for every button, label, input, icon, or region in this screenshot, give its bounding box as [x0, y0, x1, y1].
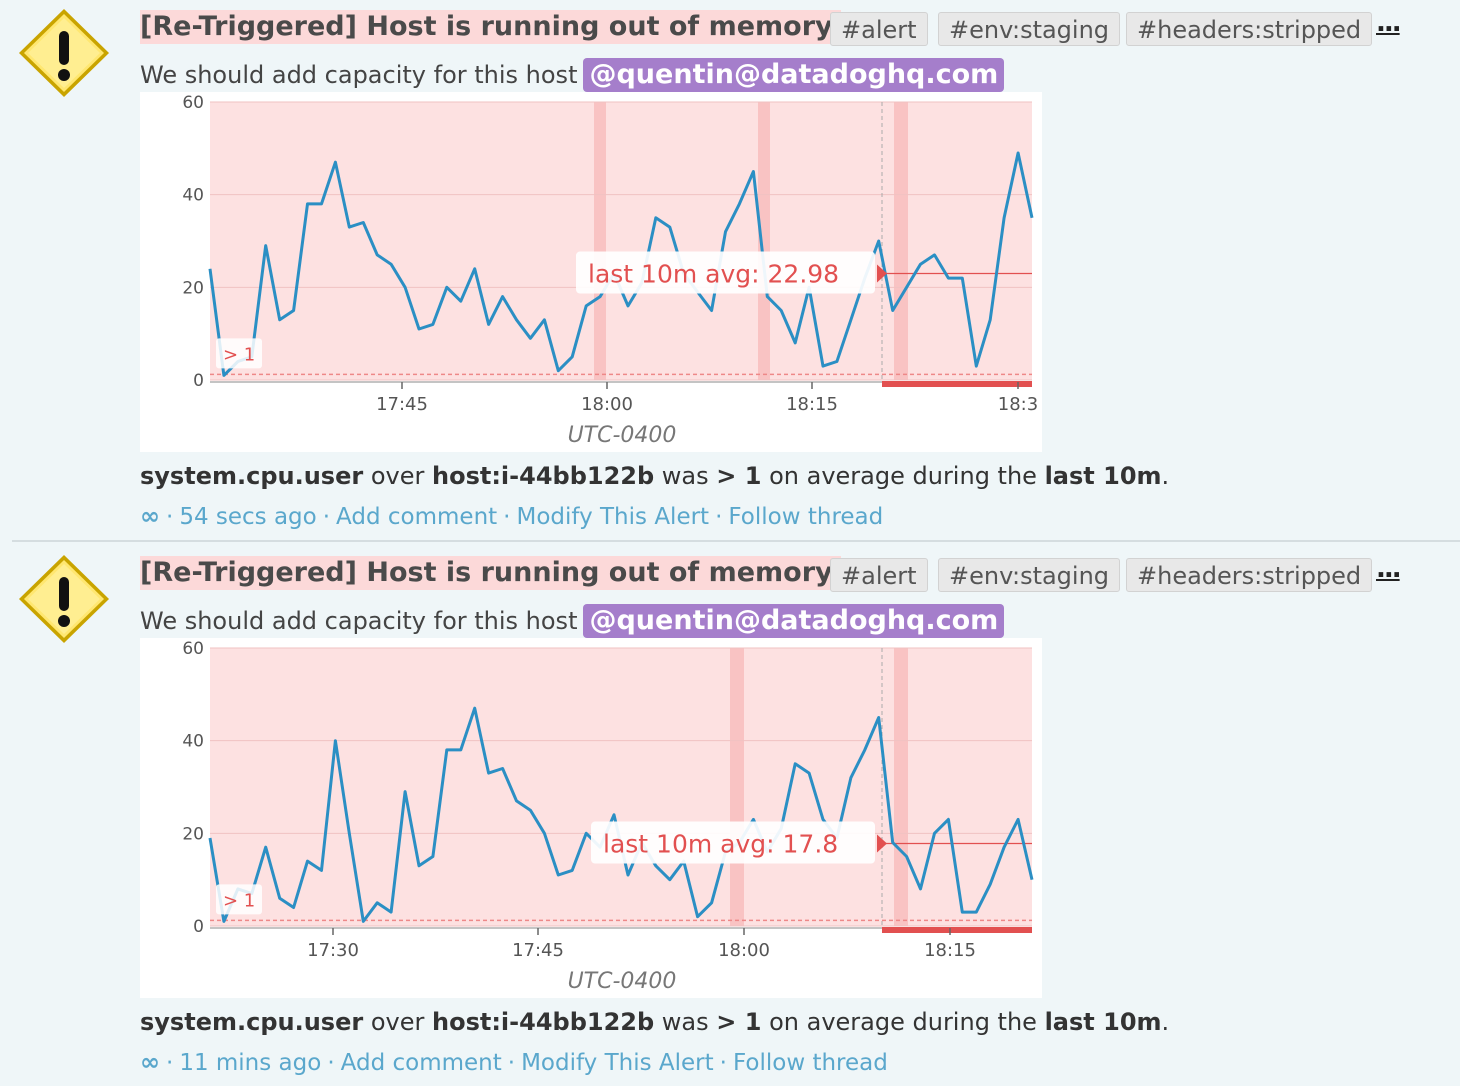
modify-alert-link[interactable]: Modify This Alert [516, 504, 710, 530]
more-menu-button[interactable]: ... [1376, 554, 1402, 584]
event-item: [Re-Triggered] Host is running out of me… [0, 0, 1460, 540]
metric-name: system.cpu.user [140, 1008, 364, 1036]
modify-alert-link[interactable]: Modify This Alert [521, 1050, 714, 1076]
user-mention[interactable]: @quentin@datadoghq.com [583, 58, 1005, 92]
tag-alert[interactable]: #alert [830, 12, 928, 46]
add-comment-link[interactable]: Add comment [336, 504, 498, 530]
svg-text:> 1: > 1 [223, 890, 255, 911]
threshold-label: > 1 [216, 338, 262, 369]
y-tick-label: 40 [182, 186, 204, 206]
x-tick-label: 17:45 [376, 394, 428, 415]
metric-name: system.cpu.user [140, 462, 364, 490]
event-band [758, 102, 770, 380]
infinity-icon[interactable]: ∞ [140, 502, 160, 530]
x-tick-label: 18:3 [998, 394, 1038, 415]
time-link[interactable]: 11 mins ago [179, 1050, 322, 1076]
alert-summary: system.cpu.user over host:i-44bb122b was… [140, 1008, 1169, 1036]
tag-alert[interactable]: #alert [830, 558, 928, 592]
comparator: > 1 [716, 1008, 762, 1036]
event-title[interactable]: [Re-Triggered] Host is running out of me… [140, 10, 841, 44]
y-tick-label: 60 [182, 639, 204, 659]
event-message: We should add capacity for this host @que… [140, 604, 1005, 638]
svg-text:last 10m avg: 17.8: last 10m avg: 17.8 [603, 830, 838, 859]
tag-headers[interactable]: #headers:stripped [1126, 12, 1373, 46]
user-mention[interactable]: @quentin@datadoghq.com [583, 604, 1005, 638]
summary-during: on average during the [769, 1008, 1037, 1036]
y-tick-label: 20 [182, 824, 204, 844]
follow-thread-link[interactable]: Follow thread [728, 504, 884, 530]
avg-label: last 10m avg: 17.8 [591, 821, 887, 864]
chart-svg: 0 20 40 60 17:30 17:45 18:00 18:15 UTC-0400 > 1 la… [182, 639, 1034, 994]
x-tick-label: 17:30 [307, 940, 359, 961]
tag-env[interactable]: #env:staging [938, 12, 1121, 46]
avg-label: last 10m avg: 22.98 [576, 251, 887, 294]
summary-was: was [661, 462, 709, 490]
x-tick-label: 18:15 [924, 940, 976, 961]
metric-chart: 0 20 40 60 17:45 18:00 18:15 18:3 UTC-0400 > 1 las… [140, 92, 1042, 452]
alert-zone [210, 102, 1032, 380]
summary-was: was [661, 1008, 709, 1036]
metric-chart: 0 20 40 60 17:30 17:45 18:00 18:15 UTC-0400 > 1 la… [140, 638, 1042, 998]
tag-headers[interactable]: #headers:stripped [1126, 558, 1373, 592]
event-band [730, 648, 744, 926]
event-band [894, 648, 908, 926]
message-text: We should add capacity for this host [140, 61, 578, 89]
scope-name: host:i-44bb122b [432, 462, 655, 490]
summary-over: over [370, 462, 425, 490]
x-tick-label: 18:15 [786, 394, 838, 415]
summary-during: on average during the [769, 462, 1037, 490]
x-tick-label: 18:00 [581, 394, 633, 415]
event-band [894, 102, 908, 380]
scope-name: host:i-44bb122b [432, 1008, 655, 1036]
event-message: We should add capacity for this host @que… [140, 58, 1005, 92]
event-footer: ∞ · 54 secs ago · Add comment · Modify This Al… [140, 502, 884, 530]
alert-zone [210, 648, 1032, 926]
svg-text:> 1: > 1 [223, 344, 255, 365]
x-tick-label: 17:45 [512, 940, 564, 961]
more-menu-button[interactable]: ... [1376, 8, 1402, 38]
event-band [594, 102, 606, 380]
time-window: last 10m [1044, 462, 1162, 490]
x-axis-label: UTC-0400 [568, 423, 677, 448]
x-axis-label: UTC-0400 [568, 969, 677, 994]
event-item: [Re-Triggered] Host is running out of me… [0, 546, 1460, 1086]
event-divider [12, 540, 1460, 542]
warning-icon [19, 555, 109, 643]
svg-text:last 10m avg: 22.98: last 10m avg: 22.98 [588, 260, 839, 289]
y-tick-label: 60 [182, 93, 204, 113]
time-link[interactable]: 54 secs ago [179, 504, 317, 530]
add-comment-link[interactable]: Add comment [340, 1050, 502, 1076]
warning-icon [19, 9, 109, 97]
y-tick-label: 40 [182, 732, 204, 752]
event-footer: ∞ · 11 mins ago · Add comment · Modify This Al… [140, 1048, 888, 1076]
event-title[interactable]: [Re-Triggered] Host is running out of me… [140, 556, 841, 590]
x-tick-label: 18:00 [718, 940, 770, 961]
message-text: We should add capacity for this host [140, 607, 578, 635]
threshold-label: > 1 [216, 884, 262, 915]
chart-svg: 0 20 40 60 17:45 18:00 18:15 18:3 UTC-0400 > 1 las… [182, 93, 1038, 448]
y-tick-label: 0 [193, 371, 204, 391]
infinity-icon[interactable]: ∞ [140, 1048, 160, 1076]
summary-over: over [370, 1008, 425, 1036]
alert-summary: system.cpu.user over host:i-44bb122b was… [140, 462, 1169, 490]
comparator: > 1 [716, 462, 762, 490]
time-window: last 10m [1044, 1008, 1162, 1036]
tag-env[interactable]: #env:staging [938, 558, 1121, 592]
alert-period-bar [882, 381, 1032, 387]
y-tick-label: 20 [182, 278, 204, 298]
follow-thread-link[interactable]: Follow thread [732, 1050, 888, 1076]
y-tick-label: 0 [193, 917, 204, 937]
summary-end: . [1161, 1008, 1170, 1036]
alert-period-bar [882, 927, 1032, 933]
summary-end: . [1161, 462, 1170, 490]
